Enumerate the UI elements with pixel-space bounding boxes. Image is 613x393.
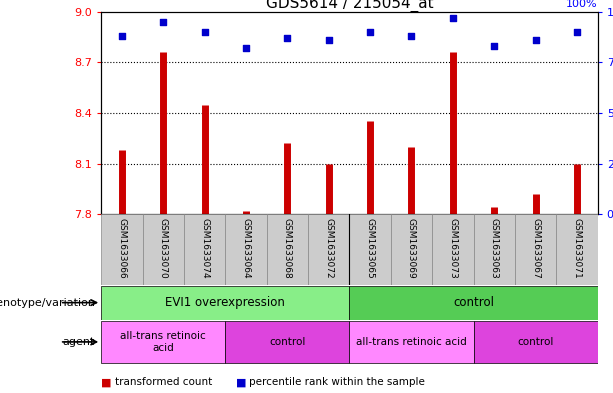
Text: genotype/variation: genotype/variation bbox=[0, 298, 95, 308]
Text: GSM1633072: GSM1633072 bbox=[324, 218, 333, 278]
Point bbox=[531, 37, 541, 43]
Text: percentile rank within the sample: percentile rank within the sample bbox=[249, 377, 425, 387]
Point bbox=[158, 19, 168, 25]
Point bbox=[448, 15, 458, 21]
Text: GSM1633069: GSM1633069 bbox=[407, 218, 416, 279]
Bar bbox=[349, 286, 598, 320]
Text: GSM1633073: GSM1633073 bbox=[448, 218, 457, 279]
Text: agent: agent bbox=[63, 337, 95, 347]
Text: control: control bbox=[269, 337, 305, 347]
Text: EVI1 overexpression: EVI1 overexpression bbox=[166, 296, 285, 309]
Point bbox=[324, 37, 333, 43]
Title: GDS5614 / 215054_at: GDS5614 / 215054_at bbox=[265, 0, 433, 12]
Point bbox=[241, 45, 251, 51]
Text: GSM1633067: GSM1633067 bbox=[531, 218, 540, 279]
Text: control: control bbox=[453, 296, 494, 309]
Text: all-trans retinoic acid: all-trans retinoic acid bbox=[356, 337, 467, 347]
Bar bbox=[349, 321, 473, 363]
Bar bbox=[515, 214, 556, 285]
Bar bbox=[308, 214, 349, 285]
Text: control: control bbox=[517, 337, 554, 347]
Bar bbox=[226, 321, 349, 363]
Bar bbox=[101, 214, 142, 285]
Text: GSM1633071: GSM1633071 bbox=[573, 218, 582, 279]
Text: GSM1633065: GSM1633065 bbox=[365, 218, 375, 279]
Text: GSM1633063: GSM1633063 bbox=[490, 218, 499, 279]
Text: transformed count: transformed count bbox=[115, 377, 212, 387]
Point bbox=[117, 33, 127, 39]
Point bbox=[365, 29, 375, 35]
Point bbox=[406, 33, 416, 39]
Bar bbox=[267, 214, 308, 285]
Bar bbox=[474, 321, 598, 363]
Bar bbox=[349, 214, 391, 285]
Bar bbox=[557, 214, 598, 285]
Text: ■: ■ bbox=[101, 377, 112, 387]
Text: GSM1633068: GSM1633068 bbox=[283, 218, 292, 279]
Bar bbox=[474, 214, 515, 285]
Text: GSM1633064: GSM1633064 bbox=[242, 218, 251, 278]
Bar bbox=[432, 214, 473, 285]
Text: all-trans retinoic
acid: all-trans retinoic acid bbox=[120, 331, 206, 353]
Text: 100%: 100% bbox=[566, 0, 598, 9]
Text: ■: ■ bbox=[236, 377, 246, 387]
Bar bbox=[101, 321, 226, 363]
Text: GSM1633066: GSM1633066 bbox=[117, 218, 126, 279]
Bar bbox=[391, 214, 432, 285]
Bar bbox=[184, 214, 226, 285]
Bar bbox=[226, 214, 267, 285]
Point bbox=[200, 29, 210, 35]
Bar bbox=[142, 214, 184, 285]
Bar bbox=[101, 286, 349, 320]
Text: GSM1633070: GSM1633070 bbox=[159, 218, 168, 279]
Point bbox=[572, 29, 582, 35]
Point bbox=[489, 43, 499, 50]
Text: GSM1633074: GSM1633074 bbox=[200, 218, 209, 278]
Point bbox=[283, 35, 292, 41]
